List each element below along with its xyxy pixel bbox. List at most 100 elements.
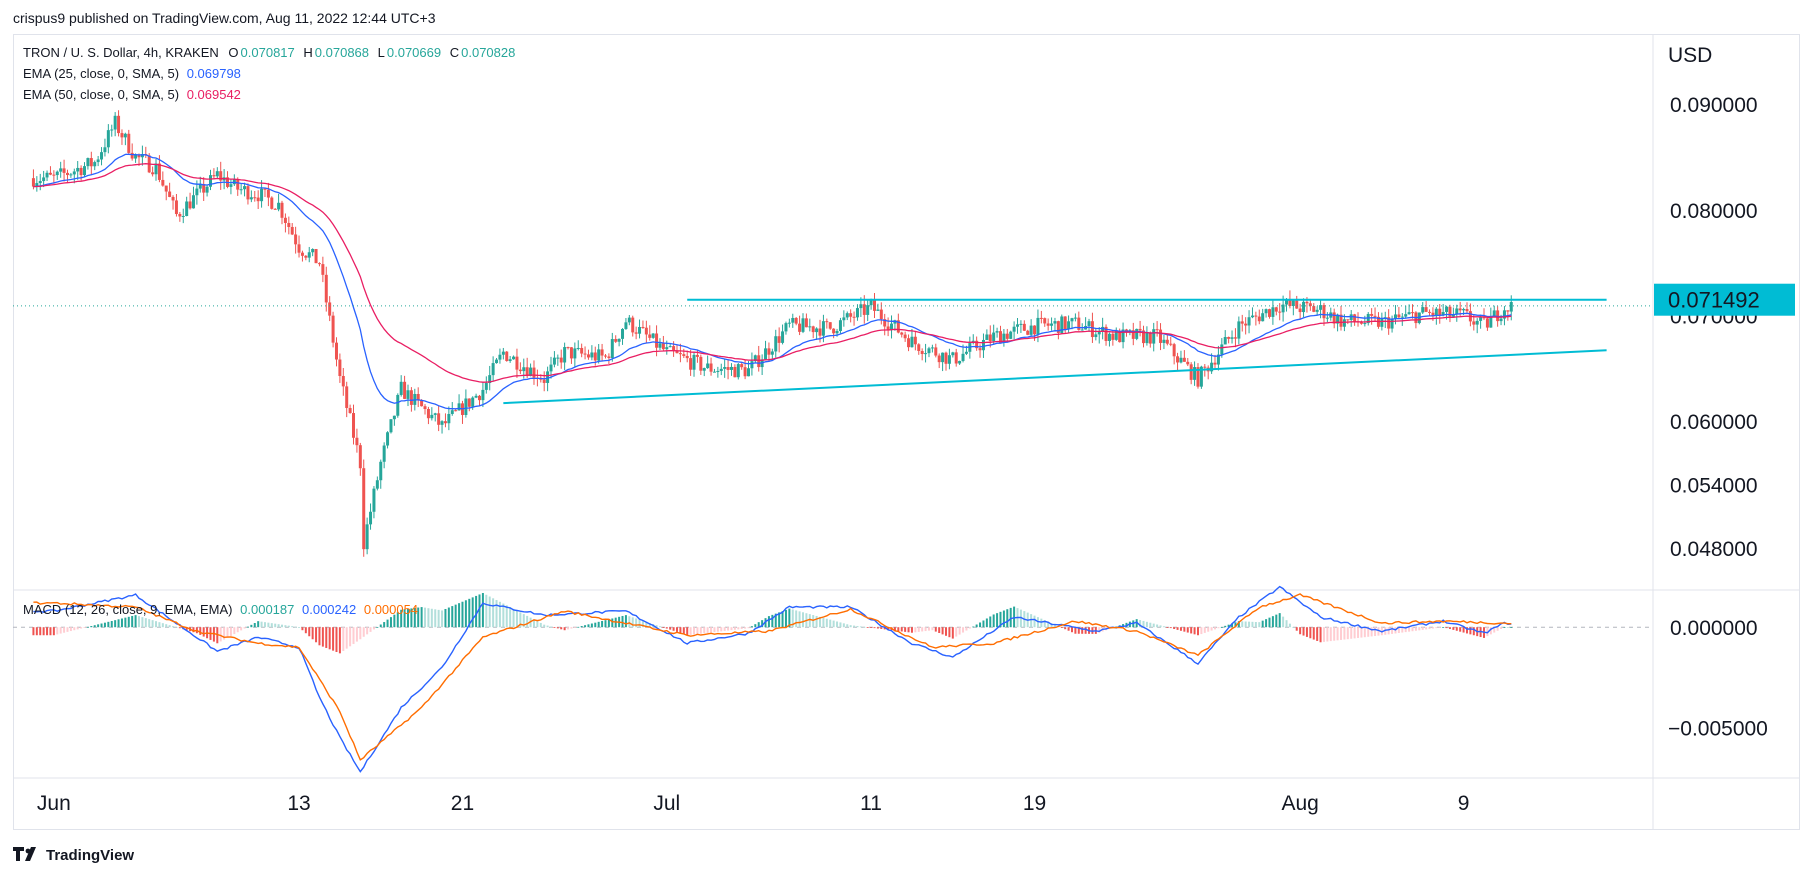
macd-histogram-bar [791,609,794,628]
macd-axis-tick: 0.000000 [1670,617,1758,640]
candle-body [311,249,315,253]
macd-histogram-bar [281,624,284,628]
macd-histogram-bar [1455,627,1458,631]
candle-body [352,413,356,438]
macd-histogram-bar [1030,614,1033,628]
candle-body [484,383,488,390]
candle-body [1165,339,1169,344]
macd-histogram-bar [584,625,587,628]
macd-histogram-bar [979,622,982,628]
candle-body [280,202,284,218]
macd-histogram-bar [628,616,631,628]
ema50-line [33,163,1512,383]
candle-body [1056,321,1060,333]
candle-body [1271,307,1275,317]
macd-histogram-bar [665,627,668,629]
macd-histogram-bar [1203,627,1206,633]
macd-histogram-bar [1462,627,1465,633]
macd-histogram-bar [1207,627,1210,632]
candle-body [689,358,693,370]
candle-body [1131,330,1135,339]
macd-histogram-bar [1503,627,1506,628]
close-label: C [449,45,460,60]
macd-histogram-bar [1360,627,1363,638]
macd-histogram-bar [481,593,484,628]
macd-histogram-bar [492,598,495,628]
macd-histogram-bar [767,616,770,628]
candle-body [212,175,216,177]
candle-body [644,327,648,335]
macd-histogram-bar [120,618,123,628]
candle-body [638,326,642,334]
macd-signal-value: 0.000054 [363,602,419,617]
candle-body [1267,309,1271,317]
ema50-value: 0.069542 [186,87,241,102]
macd-label: MACD (12, 26, close, 9, EMA, EMA) [23,602,233,617]
macd-histogram-bar [335,627,338,652]
candle-body [1261,313,1265,322]
candle-body [1387,317,1391,329]
candle-body [869,300,873,306]
candle-body [389,419,393,433]
candle-body [297,244,301,253]
candle-body [1213,362,1217,365]
macd-histogram-bar [754,624,757,628]
candle-body [736,364,740,378]
candle-body [1237,321,1241,339]
macd-histogram-bar [413,607,416,628]
candle-body [512,356,516,360]
candle-body [198,184,202,189]
macd-histogram-bar [165,624,168,628]
macd-histogram-bar [437,609,440,628]
macd-histogram-bar [110,620,113,628]
macd-histogram-bar [1442,627,1445,628]
candle-body [798,323,802,332]
macd-histogram-bar [141,617,144,628]
macd-histogram-bar [1074,627,1077,634]
macd-histogram-bar [260,621,263,628]
macd-histogram-bar [996,613,999,628]
macd-histogram-bar [308,627,311,637]
macd-histogram-bar [1002,610,1005,628]
macd-histogram-bar [863,626,866,628]
macd-histogram-bar [270,623,273,628]
candle-body [467,398,471,407]
candle-body [1155,329,1159,331]
macd-histogram-bar [631,617,634,628]
candle-body [89,158,93,167]
macd-histogram-bar [321,627,324,647]
candle-body [1152,329,1156,344]
candle-body [1509,302,1513,312]
candle-body [631,317,635,333]
candle-body [607,356,611,358]
candle-body [743,367,747,377]
macd-histogram-bar [893,627,896,631]
macd-histogram-bar [1145,621,1148,628]
macd-histogram-bar [1285,620,1288,628]
candle-body [508,359,512,361]
candle-body [1502,310,1506,319]
macd-histogram-bar [1496,627,1499,631]
candle-body [1009,331,1013,339]
candle-body [416,393,420,401]
symbol-legend: TRON / U. S. Dollar, 4h, KRAKEN O 0.07081… [23,45,515,60]
macd-histogram-bar [904,627,907,632]
macd-histogram-bar [747,627,750,629]
candle-body [283,217,287,223]
macd-histogram-bar [999,611,1002,628]
candle-body [1257,316,1261,322]
macd-histogram-bar [1077,627,1080,634]
candle-body [566,347,570,349]
candle-body [161,179,165,186]
candle-body [1438,308,1442,315]
candle-body [903,334,907,339]
candle-body [1029,325,1033,335]
candle-body [1063,316,1067,330]
footer-brand[interactable]: TradingView [13,847,134,865]
macd-histogram-bar [951,627,954,639]
candle-body [1118,330,1122,343]
macd-histogram-bar [703,627,706,634]
candle-body [1138,328,1142,331]
macd-histogram-bar [825,618,828,628]
